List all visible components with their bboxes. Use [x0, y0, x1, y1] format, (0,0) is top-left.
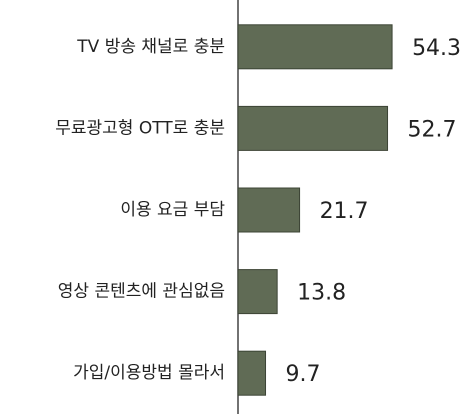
- bar: [237, 187, 301, 233]
- category-label: TV 방송 채널로 충분: [76, 37, 225, 57]
- category-label: 무료광고형 OTT로 충분: [55, 118, 225, 138]
- value-label: 21.7: [320, 199, 369, 224]
- category-label: 영상 콘텐츠에 관심없음: [58, 282, 225, 302]
- bar: [237, 105, 389, 151]
- value-label: 52.7: [408, 117, 457, 142]
- value-label: 13.8: [297, 281, 346, 306]
- value-label: 54.3: [412, 36, 461, 61]
- category-label: 가입/이용방법 몰라서: [73, 363, 225, 383]
- bar: [237, 350, 267, 396]
- category-label: 이용 요금 부담: [120, 200, 225, 220]
- bar: [237, 24, 393, 70]
- value-label: 9.7: [286, 362, 321, 387]
- bar: [237, 269, 278, 315]
